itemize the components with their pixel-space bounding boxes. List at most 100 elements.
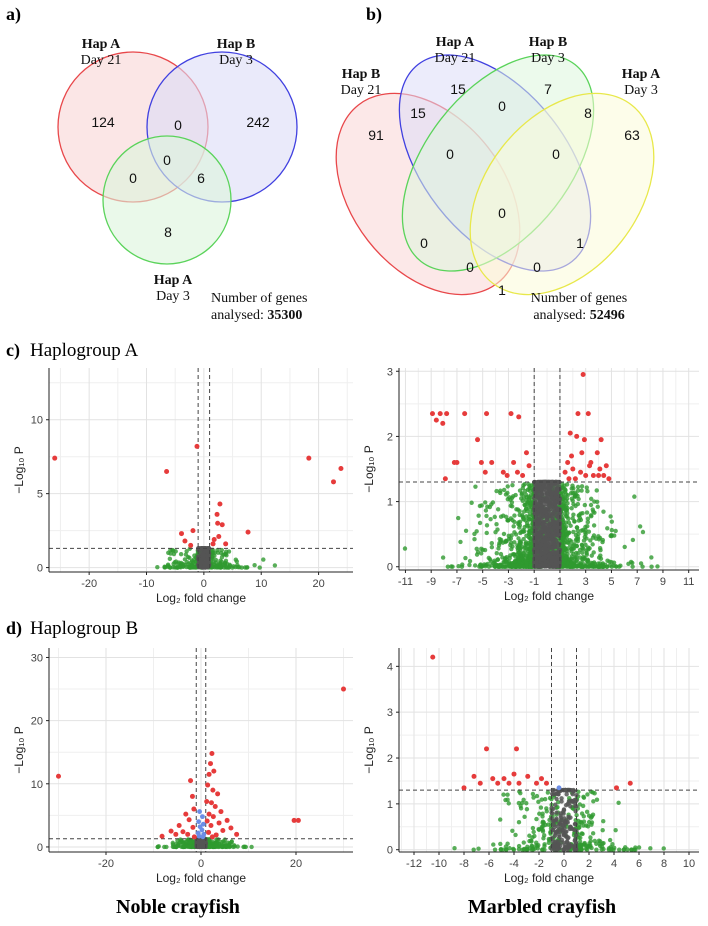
point-ns-green bbox=[516, 820, 522, 825]
point-ns-green bbox=[572, 519, 577, 524]
point-ns-green bbox=[595, 504, 600, 509]
point-ns-green bbox=[640, 529, 646, 535]
point-ns-green bbox=[190, 560, 196, 565]
point-ns-green bbox=[505, 518, 511, 523]
point-sig-red bbox=[526, 463, 532, 469]
point-ns-grey bbox=[557, 547, 563, 552]
point-sig-red bbox=[176, 822, 182, 828]
point-ns-green bbox=[492, 514, 497, 520]
point-ns-green bbox=[484, 513, 489, 519]
point-ns-green bbox=[218, 564, 224, 569]
point-ns-green bbox=[581, 814, 586, 819]
point-ns-grey bbox=[554, 810, 559, 815]
point-ns-green bbox=[498, 488, 503, 493]
point-ns-green bbox=[517, 558, 522, 564]
point-ns-green bbox=[508, 497, 513, 502]
point-ns-green bbox=[565, 540, 570, 545]
point-ns-grey bbox=[534, 488, 540, 493]
point-ns-grey bbox=[560, 828, 565, 833]
point-ns-green bbox=[574, 812, 579, 818]
point-ns-grey bbox=[541, 485, 546, 490]
x-tick-label: 20 bbox=[290, 858, 302, 870]
point-ns-green bbox=[599, 847, 604, 852]
point-sig-red bbox=[442, 476, 448, 482]
point-ns-green bbox=[174, 844, 179, 850]
point-ns-green bbox=[630, 564, 635, 569]
point-ns-grey bbox=[567, 845, 572, 850]
point-ns-green bbox=[622, 544, 627, 550]
point-ns-green bbox=[563, 498, 569, 503]
point-ns-green bbox=[580, 511, 585, 516]
point-ns-green bbox=[622, 847, 627, 852]
venn-a-set2-day: Day 3 bbox=[219, 53, 253, 68]
point-ns-grey bbox=[555, 828, 560, 833]
point-sig-red bbox=[583, 473, 589, 479]
venn-b-set4-hap: Hap A bbox=[622, 67, 661, 82]
point-ns-grey bbox=[561, 809, 566, 815]
point-ns-green bbox=[529, 847, 535, 852]
point-ns-grey bbox=[541, 521, 546, 527]
point-ns-green bbox=[496, 546, 501, 551]
point-ns-green bbox=[581, 819, 587, 824]
point-sig-red bbox=[56, 773, 61, 779]
point-ns-green bbox=[507, 555, 512, 561]
point-ns-green bbox=[522, 545, 527, 551]
point-ns-green bbox=[528, 528, 534, 533]
point-ns-green bbox=[501, 487, 507, 493]
point-ns-green bbox=[213, 842, 219, 848]
point-sig-red bbox=[525, 773, 531, 779]
point-sig-red bbox=[182, 538, 188, 544]
point-sig-red bbox=[544, 780, 549, 786]
point-ns-grey bbox=[566, 816, 571, 821]
point-sig-red bbox=[597, 466, 603, 472]
point-ns-green bbox=[473, 484, 478, 489]
point-sig-red bbox=[598, 437, 604, 443]
x-tick-label: 4 bbox=[611, 858, 617, 870]
point-ns-green bbox=[521, 536, 526, 542]
point-ns-green bbox=[571, 564, 577, 569]
y-tick-label: 20 bbox=[31, 716, 43, 728]
venn-a-set3-hap: Hap A bbox=[154, 273, 193, 288]
point-ns-green bbox=[566, 530, 571, 535]
point-ns-green bbox=[566, 520, 572, 525]
point-sig-red bbox=[581, 437, 587, 443]
point-sig-red bbox=[514, 746, 519, 752]
point-ns-green bbox=[585, 516, 591, 521]
point-ns-green bbox=[498, 514, 504, 519]
point-ns-green bbox=[590, 542, 595, 547]
point-sig-red bbox=[190, 824, 196, 830]
point-ns-green bbox=[241, 844, 246, 850]
point-ns-green bbox=[574, 550, 579, 556]
point-ns-green bbox=[491, 842, 496, 847]
point-ns-green bbox=[472, 537, 477, 542]
point-sig-red bbox=[606, 476, 612, 482]
point-ns-green bbox=[509, 504, 515, 509]
point-ns-green bbox=[529, 483, 535, 488]
point-ns-green bbox=[517, 519, 523, 525]
species-label-noble: Noble crayfish bbox=[116, 896, 240, 918]
point-ns-green bbox=[476, 846, 481, 851]
point-ns-green bbox=[216, 837, 221, 842]
point-ns-grey bbox=[550, 496, 556, 502]
point-ns-green bbox=[598, 547, 603, 553]
point-ns-grey bbox=[556, 839, 561, 845]
point-sig-red bbox=[224, 817, 230, 823]
point-ns-green bbox=[521, 529, 526, 534]
point-ns-green bbox=[440, 555, 446, 560]
point-sig-red bbox=[596, 473, 602, 479]
venn-b-footnote-line1: Number of genes bbox=[531, 291, 627, 306]
point-ns-green bbox=[575, 484, 581, 490]
point-ns-green bbox=[524, 514, 529, 519]
point-sig-red bbox=[220, 828, 226, 834]
point-sig-red bbox=[601, 473, 607, 479]
point-ns-grey bbox=[533, 526, 539, 532]
point-ns-green bbox=[583, 532, 588, 537]
point-ns-green bbox=[522, 503, 528, 508]
x-tick-label: -9 bbox=[426, 576, 436, 588]
point-ns-green bbox=[579, 484, 585, 489]
point-ns-grey bbox=[555, 532, 560, 538]
point-ns-green bbox=[637, 524, 643, 529]
point-ns-green bbox=[506, 536, 512, 542]
point-ns-green bbox=[493, 529, 498, 535]
point-ns-green bbox=[492, 847, 498, 852]
